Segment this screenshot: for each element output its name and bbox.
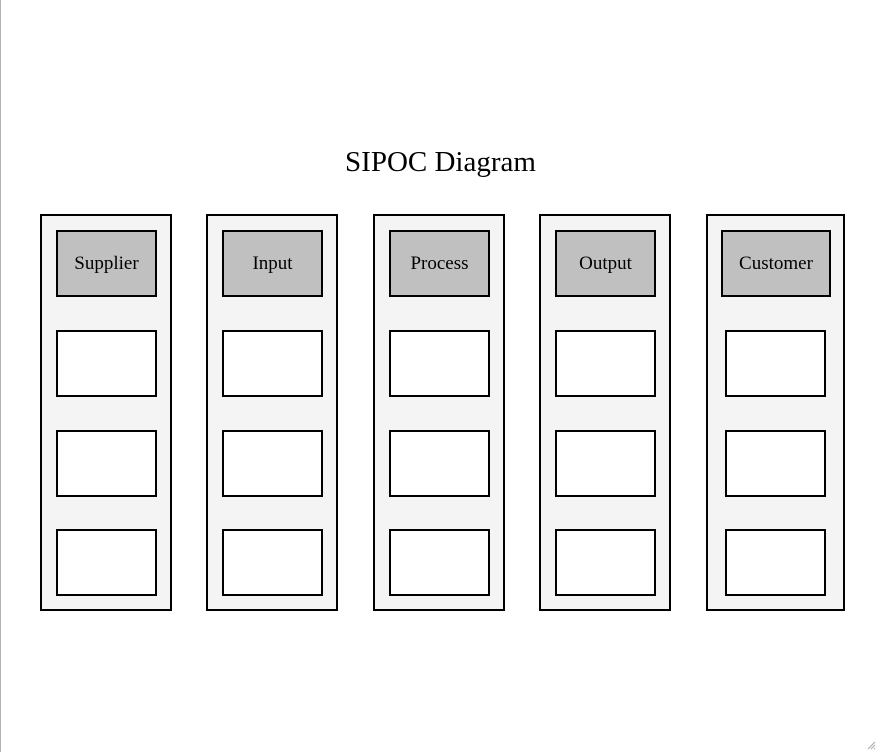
empty-cell: [555, 430, 656, 497]
empty-cell: [56, 529, 157, 596]
column-header-input: Input: [222, 230, 323, 297]
column-header-label: Supplier: [74, 252, 139, 274]
empty-cell: [555, 330, 656, 397]
column-output: Output: [539, 214, 671, 611]
column-process: Process: [373, 214, 505, 611]
column-customer: Customer: [706, 214, 845, 611]
diagram-title: SIPOC Diagram: [345, 146, 536, 178]
column-header-supplier: Supplier: [56, 230, 157, 297]
column-input: Input: [206, 214, 338, 611]
resize-grip-icon[interactable]: [866, 740, 876, 750]
empty-cell: [725, 430, 826, 497]
column-header-label: Output: [579, 252, 632, 274]
column-header-process: Process: [389, 230, 490, 297]
empty-cell: [56, 330, 157, 397]
empty-cell: [222, 529, 323, 596]
empty-cell: [389, 430, 490, 497]
empty-cell: [56, 430, 157, 497]
empty-cell: [725, 529, 826, 596]
column-header-output: Output: [555, 230, 656, 297]
empty-cell: [222, 330, 323, 397]
column-supplier: Supplier: [40, 214, 172, 611]
empty-cell: [555, 529, 656, 596]
column-header-customer: Customer: [721, 230, 831, 297]
column-header-label: Input: [252, 252, 293, 274]
empty-cell: [725, 330, 826, 397]
empty-cell: [222, 430, 323, 497]
empty-cell: [389, 529, 490, 596]
column-header-label: Customer: [739, 252, 813, 274]
column-header-label: Process: [410, 252, 469, 274]
empty-cell: [389, 330, 490, 397]
